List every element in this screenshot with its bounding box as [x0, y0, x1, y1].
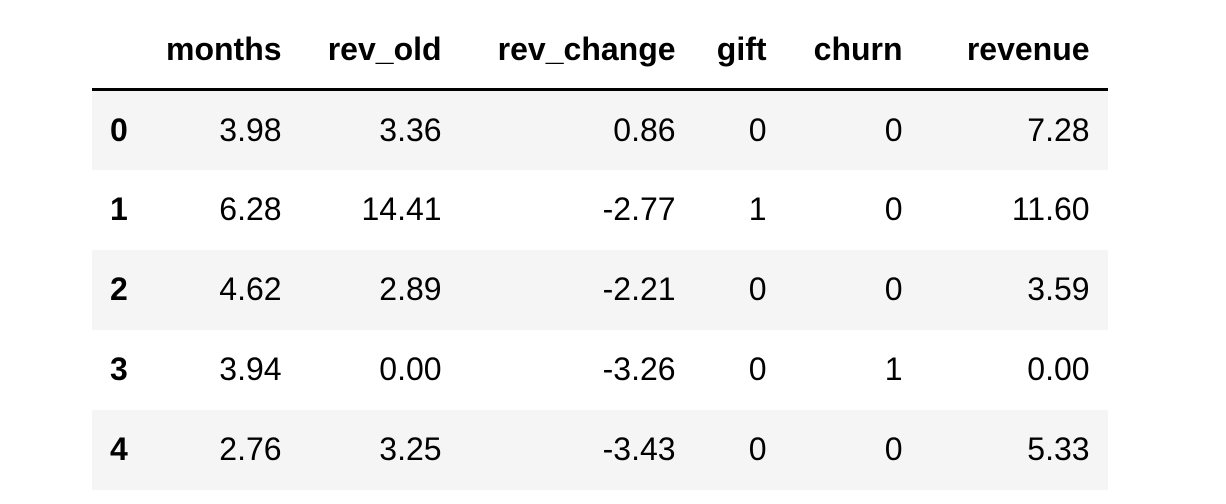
- cell-gift: 1: [748, 191, 767, 227]
- cell-gift: 0: [748, 431, 767, 467]
- table-row: 2 4.62 2.89 -2.21 0 0 3.59: [92, 249, 1108, 330]
- cell-months: 6.28: [219, 191, 282, 227]
- cell-months: 4.62: [219, 271, 282, 307]
- cell-rev-change: -2.77: [602, 191, 676, 227]
- table-row: 3 3.94 0.00 -3.26 0 1 0.00: [92, 329, 1108, 410]
- cell-churn: 0: [884, 271, 903, 307]
- cell-revenue: 5.33: [1027, 431, 1090, 467]
- cell-rev-change: -3.26: [602, 351, 676, 387]
- cell-revenue: 7.28: [1027, 111, 1090, 148]
- column-header-revenue: revenue: [920, 10, 1108, 91]
- cell-churn: 1: [884, 351, 903, 387]
- cell-gift: 0: [748, 351, 767, 387]
- table-body: 0 3.98 3.36 0.86 0 0 7.28 1 6.28 14.41 -…: [92, 89, 1108, 490]
- column-header-rev-change: rev_change: [459, 10, 694, 91]
- column-header-rev-old: rev_old: [299, 10, 460, 91]
- cell-rev-change: -3.43: [602, 431, 676, 467]
- cell-revenue: 11.60: [1011, 191, 1090, 227]
- cell-rev-old: 2.89: [379, 271, 442, 307]
- cell-gift: 0: [748, 271, 767, 307]
- column-header-gift: gift: [693, 10, 785, 91]
- cell-churn: 0: [884, 191, 903, 227]
- row-index: 0: [110, 111, 128, 148]
- cell-rev-change: -2.21: [602, 271, 676, 307]
- cell-revenue: 0.00: [1027, 351, 1090, 387]
- index-header: [92, 10, 148, 91]
- header-row: months rev_old rev_change gift churn rev…: [92, 10, 1108, 91]
- table-row: 1 6.28 14.41 -2.77 1 0 11.60: [92, 169, 1108, 250]
- cell-months: 3.98: [219, 111, 282, 148]
- cell-rev-old: 14.41: [361, 191, 442, 227]
- cell-churn: 0: [884, 111, 903, 148]
- row-index: 2: [110, 271, 128, 307]
- cell-rev-change: 0.86: [613, 111, 676, 148]
- cell-churn: 0: [884, 431, 903, 467]
- column-header-churn: churn: [784, 10, 921, 91]
- column-header-months: months: [148, 10, 300, 91]
- cell-rev-old: 0.00: [379, 351, 442, 387]
- row-index: 4: [110, 431, 128, 467]
- cell-months: 2.76: [219, 431, 282, 467]
- table-row: 0 3.98 3.36 0.86 0 0 7.28: [92, 89, 1108, 170]
- cell-revenue: 3.59: [1027, 271, 1090, 307]
- cell-rev-old: 3.25: [379, 431, 442, 467]
- dataframe-table: months rev_old rev_change gift churn rev…: [92, 10, 1108, 490]
- row-index: 3: [110, 351, 128, 387]
- table-header: months rev_old rev_change gift churn rev…: [92, 10, 1108, 91]
- cell-months: 3.94: [219, 351, 282, 387]
- row-index: 1: [110, 191, 128, 227]
- cell-gift: 0: [748, 111, 767, 148]
- cell-rev-old: 3.36: [379, 111, 442, 148]
- table-row: 4 2.76 3.25 -3.43 0 0 5.33: [92, 409, 1108, 490]
